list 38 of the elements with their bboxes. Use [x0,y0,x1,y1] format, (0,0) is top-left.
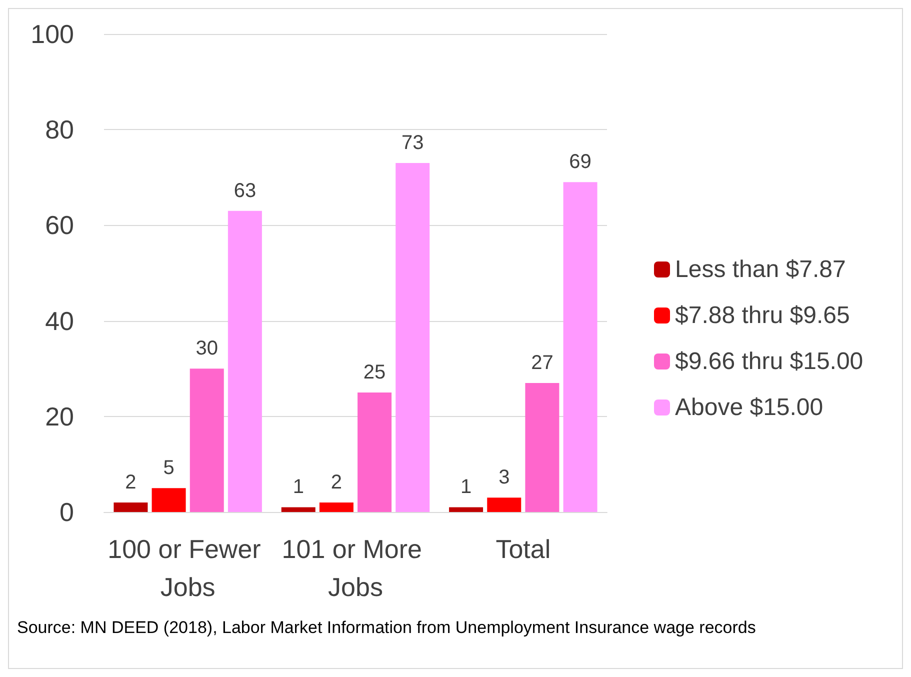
bar [319,502,354,512]
y-tick-label: 40 [45,306,74,336]
y-tick-label: 60 [45,210,74,240]
data-label: 73 [401,132,424,154]
x-tick-label: 101 or More Jobs [282,534,430,602]
data-label: 69 [569,151,592,174]
legend-label: $7.88 thru $9.65 [675,302,850,329]
bar [152,488,186,512]
data-label: 25 [363,362,386,384]
data-label: 27 [531,352,554,374]
x-tick-label: Total [496,534,551,564]
bar [358,392,392,512]
legend-label: Above $15.00 [675,394,824,421]
y-tick-label: 100 [30,19,74,49]
data-label: 63 [234,180,256,202]
legend-label: Less than $7.87 [675,256,846,283]
y-tick-label: 20 [45,401,74,432]
data-label: 1 [292,476,304,498]
bar [281,507,316,512]
source-note: Source: MN DEED (2018), Labor Market Information from Unemployment Insurance wage records [17,618,756,637]
bar [449,507,484,512]
data-label: 5 [163,457,174,480]
x-tick-label: 100 or Fewer Jobs [108,534,268,602]
data-label: 2 [330,471,342,494]
data-label: 1 [460,476,472,498]
data-label: 2 [125,471,136,494]
bar [228,210,262,512]
y-tick-label: 80 [45,114,74,145]
bar [396,163,430,512]
data-label: 3 [498,466,510,489]
data-label: 30 [196,338,218,360]
y-tick-label: 0 [60,497,74,527]
bar [525,382,560,512]
legend-label: $9.66 thru $15.00 [675,348,864,375]
bar [190,368,224,512]
bar [114,502,148,512]
bar [487,498,522,512]
bar [563,182,598,512]
